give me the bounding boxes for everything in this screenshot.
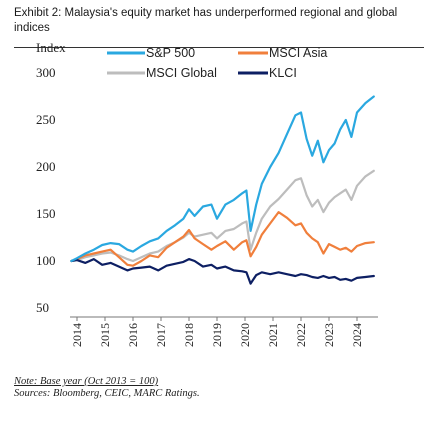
x-tick-label: 2016 — [126, 323, 140, 347]
x-tick-label: 2022 — [294, 323, 308, 347]
x-tick-label: 2021 — [266, 323, 280, 347]
base-year-note: Note: Base year (Oct 2013 = 100) — [14, 376, 159, 387]
y-tick-labels: 50 100 150 200 250 300 — [36, 65, 56, 315]
x-tick-label: 2017 — [154, 323, 168, 347]
x-tick-label: 2019 — [210, 323, 224, 347]
series-line-s-p-500 — [70, 95, 375, 263]
sources-note: Sources: Bloomberg, CEIC, MARC Ratings. — [14, 388, 200, 399]
series-lines — [70, 95, 375, 285]
x-axis: 2014 2015 2016 2017 2018 2019 2020 2021 2022 2023… — [70, 316, 378, 347]
x-tick-label: 2014 — [70, 323, 84, 347]
x-tick-label: 2020 — [238, 323, 252, 347]
title-divider — [14, 47, 424, 48]
legend-label-msci-asia: MSCI Asia — [269, 46, 327, 60]
y-axis-label: Index — [36, 40, 66, 55]
legend-label-msci-global: MSCI Global — [146, 66, 217, 80]
y-tick-label: 300 — [36, 65, 56, 80]
y-tick-label: 250 — [36, 112, 56, 127]
legend: S&P 500 MSCI Asia MSCI Global KLCI — [107, 46, 327, 80]
y-tick-label: 100 — [36, 253, 56, 268]
x-tick-label: 2018 — [182, 323, 196, 347]
y-tick-label: 150 — [36, 206, 56, 221]
legend-label-klci: KLCI — [269, 66, 297, 80]
x-tick-label: 2015 — [98, 323, 112, 347]
x-tick-label: 2024 — [350, 323, 364, 347]
x-tick-label: 2023 — [322, 323, 336, 347]
y-tick-label: 200 — [36, 159, 56, 174]
exhibit-title: Exhibit 2: Malaysia's equity market has … — [14, 7, 398, 34]
series-line-msci-asia — [70, 211, 375, 267]
footnote: Note: Base year (Oct 2013 = 100) Sources… — [14, 376, 424, 400]
y-tick-label: 50 — [36, 300, 49, 315]
series-line-msci-global — [70, 169, 375, 263]
series-line-klci — [70, 258, 375, 285]
legend-label-s-p-500: S&P 500 — [146, 46, 195, 60]
